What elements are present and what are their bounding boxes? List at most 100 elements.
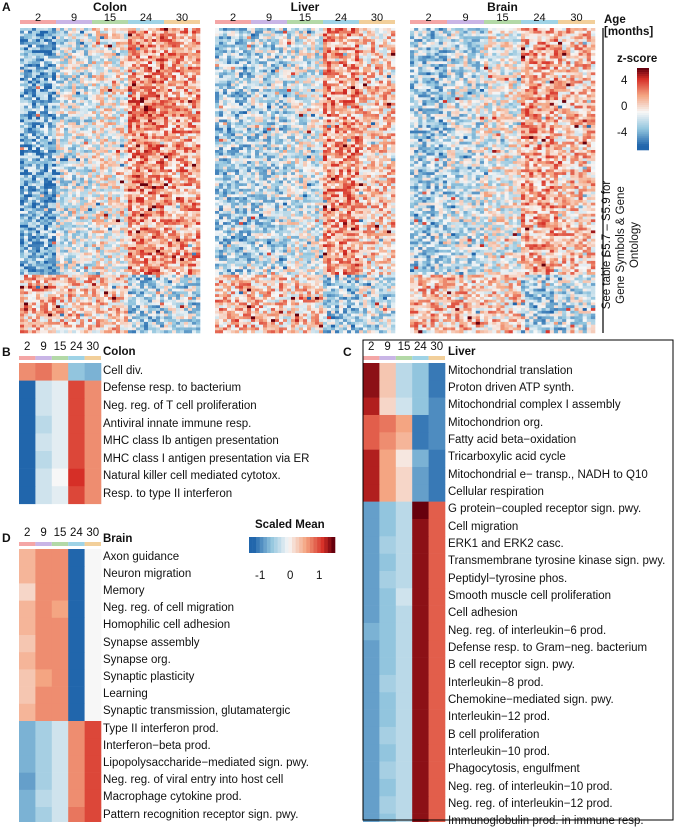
heatmap-cell bbox=[120, 80, 125, 84]
heatmap-cell bbox=[56, 33, 61, 37]
heatmap-cell bbox=[196, 233, 201, 237]
heatmap-cell bbox=[52, 116, 57, 120]
heatmap-cell bbox=[184, 113, 189, 118]
heatmap-cell bbox=[160, 285, 165, 289]
heatmap-cell bbox=[72, 39, 77, 43]
heatmap-cell bbox=[84, 122, 89, 126]
heatmap-cell bbox=[160, 233, 165, 237]
heatmap-cell bbox=[184, 180, 189, 184]
heatmap-cell bbox=[76, 244, 81, 248]
heatmap-cell bbox=[72, 86, 77, 90]
heatmap-cell bbox=[76, 163, 81, 167]
heatmap-cell bbox=[68, 125, 73, 129]
heatmap-cell bbox=[48, 319, 53, 323]
heatmap-cell bbox=[164, 155, 169, 159]
heatmap-cell bbox=[192, 155, 197, 159]
heatmap-cell bbox=[176, 205, 181, 209]
heatmap-cell bbox=[24, 163, 29, 167]
heatmap-cell bbox=[108, 247, 113, 251]
heatmap-cell bbox=[160, 119, 165, 123]
heatmap-cell bbox=[80, 113, 85, 118]
heatmap-cell bbox=[140, 269, 145, 273]
heatmap-cell bbox=[176, 122, 181, 126]
heatmap-cell bbox=[192, 274, 197, 278]
heatmap-cell bbox=[168, 266, 173, 270]
heatmap-cell bbox=[32, 83, 37, 87]
heatmap-cell bbox=[96, 177, 101, 181]
heatmap-cell bbox=[180, 122, 185, 126]
heatmap-cell bbox=[76, 119, 81, 123]
heatmap-cell bbox=[144, 50, 149, 54]
heatmap-cell bbox=[124, 269, 129, 273]
heatmap-cell bbox=[68, 180, 73, 184]
heatmap-cell bbox=[136, 86, 141, 90]
heatmap-cell bbox=[152, 39, 157, 43]
heatmap-cell bbox=[88, 302, 93, 306]
heatmap-cell bbox=[120, 150, 125, 154]
heatmap-cell bbox=[120, 94, 125, 98]
heatmap-cell bbox=[36, 291, 41, 295]
heatmap-cell bbox=[128, 52, 133, 57]
heatmap-cell bbox=[88, 122, 93, 126]
heatmap-cell bbox=[128, 122, 133, 126]
heatmap-cell bbox=[331, 28, 336, 32]
heatmap-cell bbox=[180, 277, 185, 281]
heatmap-cell bbox=[104, 255, 109, 259]
heatmap-cell bbox=[168, 147, 173, 151]
heatmap-cell bbox=[188, 97, 193, 101]
heatmap-cell bbox=[124, 102, 129, 106]
heatmap-cell bbox=[88, 199, 93, 203]
heatmap-cell bbox=[28, 216, 33, 220]
heatmap-cell bbox=[180, 258, 185, 262]
heatmap-cell bbox=[116, 197, 121, 201]
heatmap-cell bbox=[104, 116, 109, 120]
heatmap-cell bbox=[108, 213, 113, 217]
heatmap-cell bbox=[136, 263, 141, 267]
heatmap-cell bbox=[68, 86, 73, 90]
heatmap-cell bbox=[56, 291, 61, 295]
heatmap-cell bbox=[72, 280, 77, 284]
heatmap-cell bbox=[48, 224, 53, 228]
heatmap-cell bbox=[40, 321, 45, 325]
heatmap-cell bbox=[196, 133, 201, 137]
heatmap-cell bbox=[24, 238, 29, 242]
heatmap-cell bbox=[108, 227, 113, 231]
heatmap-cell bbox=[80, 122, 85, 126]
heatmap-cell bbox=[120, 86, 125, 90]
heatmap-cell bbox=[120, 296, 125, 301]
heatmap-cell bbox=[148, 136, 153, 140]
heatmap-cell bbox=[156, 294, 161, 298]
heatmap-cell bbox=[160, 288, 165, 292]
heatmap-cell bbox=[52, 308, 57, 312]
heatmap-cell bbox=[80, 138, 85, 142]
heatmap-cell bbox=[140, 191, 145, 195]
heatmap-cell bbox=[88, 127, 93, 131]
heatmap-cell bbox=[160, 86, 165, 90]
heatmap-cell bbox=[136, 52, 141, 57]
heatmap-cell bbox=[56, 299, 61, 303]
heatmap-cell bbox=[104, 230, 109, 234]
heatmap-cell bbox=[52, 77, 57, 81]
heatmap-cell bbox=[148, 169, 153, 173]
heatmap-cell bbox=[140, 230, 145, 234]
heatmap-cell bbox=[180, 227, 185, 231]
heatmap-cell bbox=[128, 296, 133, 301]
heatmap-cell bbox=[80, 255, 85, 259]
heatmap-cell bbox=[96, 269, 101, 273]
heatmap-cell bbox=[48, 283, 53, 287]
heatmap-cell bbox=[52, 158, 57, 162]
heatmap-cell bbox=[92, 80, 97, 84]
heatmap-cell bbox=[96, 80, 101, 84]
heatmap-cell bbox=[172, 174, 177, 179]
heatmap-cell bbox=[148, 108, 153, 112]
heatmap-cell bbox=[32, 61, 37, 65]
heatmap-cell bbox=[128, 269, 133, 273]
heatmap-cell bbox=[80, 75, 85, 79]
heatmap-cell bbox=[160, 127, 165, 131]
heatmap-cell bbox=[40, 269, 45, 273]
heatmap-cell bbox=[148, 172, 153, 176]
heatmap-cell bbox=[148, 66, 153, 70]
heatmap-cell bbox=[56, 66, 61, 70]
heatmap-cell bbox=[100, 219, 105, 223]
heatmap-cell bbox=[148, 122, 153, 126]
